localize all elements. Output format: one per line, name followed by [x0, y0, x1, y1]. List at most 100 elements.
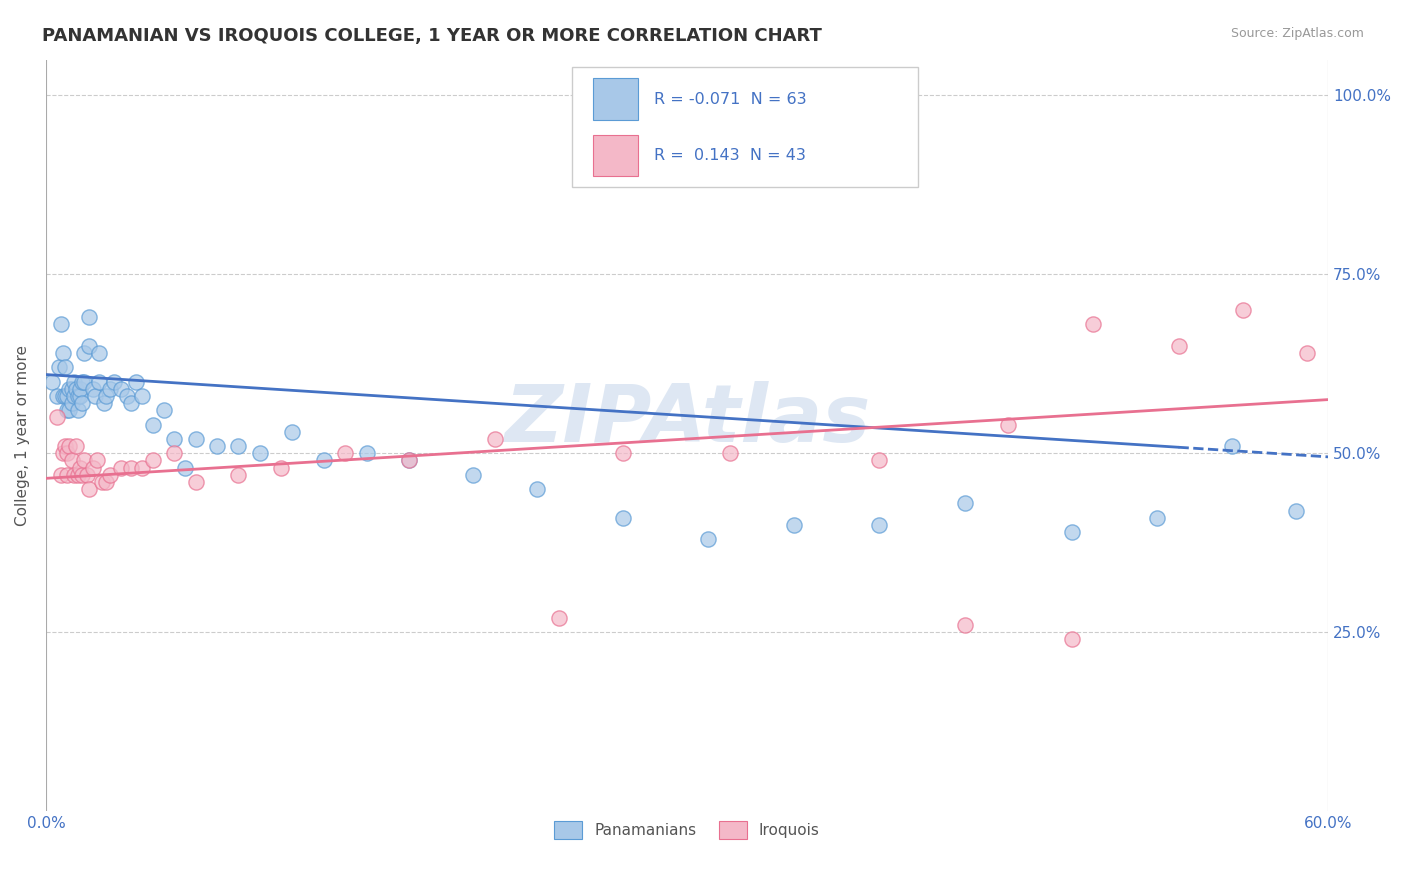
Point — [1220, 439, 1243, 453]
Point — [77, 310, 100, 325]
Point — [49, 467, 72, 482]
Point — [226, 467, 249, 482]
Point — [1285, 503, 1308, 517]
Point — [65, 439, 87, 453]
FancyBboxPatch shape — [593, 78, 638, 120]
Point — [484, 432, 506, 446]
Point — [142, 453, 165, 467]
Point — [526, 482, 548, 496]
Point — [131, 389, 153, 403]
Point — [398, 453, 420, 467]
Point — [1167, 339, 1189, 353]
Point — [131, 460, 153, 475]
Point — [94, 389, 117, 403]
Text: Source: ZipAtlas.com: Source: ZipAtlas.com — [1230, 27, 1364, 40]
Point — [82, 382, 104, 396]
Point — [62, 467, 84, 482]
Point — [62, 389, 84, 403]
Point — [110, 382, 132, 396]
Point — [184, 475, 207, 489]
Point — [53, 360, 76, 375]
Point — [953, 496, 976, 510]
Point — [77, 339, 100, 353]
Point — [41, 375, 63, 389]
Point — [173, 460, 195, 475]
FancyBboxPatch shape — [593, 135, 638, 176]
Point — [73, 375, 96, 389]
Text: PANAMANIAN VS IROQUOIS COLLEGE, 1 YEAR OR MORE CORRELATION CHART: PANAMANIAN VS IROQUOIS COLLEGE, 1 YEAR O… — [42, 27, 823, 45]
Legend: Panamanians, Iroquois: Panamanians, Iroquois — [548, 815, 825, 845]
Point — [89, 375, 111, 389]
Point — [120, 460, 142, 475]
Point — [82, 460, 104, 475]
Point — [697, 532, 720, 546]
Text: ZIPAtlas: ZIPAtlas — [503, 382, 870, 459]
Point — [53, 389, 76, 403]
Point — [98, 382, 121, 396]
Point — [56, 446, 79, 460]
Point — [356, 446, 378, 460]
Point — [56, 403, 79, 417]
Point — [125, 375, 148, 389]
Point — [72, 375, 94, 389]
Point — [69, 389, 91, 403]
Point — [76, 467, 98, 482]
Point — [312, 453, 335, 467]
Point — [612, 446, 634, 460]
Point — [56, 467, 79, 482]
Point — [60, 382, 83, 396]
Point — [69, 382, 91, 396]
Point — [612, 510, 634, 524]
Point — [868, 453, 890, 467]
Point — [58, 403, 80, 417]
Point — [69, 460, 91, 475]
Point — [73, 453, 96, 467]
Point — [45, 410, 67, 425]
Point — [72, 396, 94, 410]
Point — [1232, 303, 1254, 318]
Point — [205, 439, 228, 453]
Point — [226, 439, 249, 453]
Point — [52, 446, 75, 460]
Point — [52, 346, 75, 360]
Text: R =  0.143  N = 43: R = 0.143 N = 43 — [654, 148, 806, 163]
Point — [280, 425, 302, 439]
Point — [84, 389, 107, 403]
Point — [1060, 524, 1083, 539]
Point — [868, 517, 890, 532]
Point — [1146, 510, 1168, 524]
Point — [398, 453, 420, 467]
Point — [270, 460, 292, 475]
Point — [58, 382, 80, 396]
Point — [52, 389, 75, 403]
Y-axis label: College, 1 year or more: College, 1 year or more — [15, 345, 30, 526]
Point — [953, 618, 976, 632]
Point — [997, 417, 1019, 432]
Point — [142, 417, 165, 432]
Point — [163, 446, 186, 460]
Point — [333, 446, 356, 460]
Point — [110, 460, 132, 475]
Point — [73, 346, 96, 360]
Point — [65, 382, 87, 396]
Point — [72, 467, 94, 482]
Point — [120, 396, 142, 410]
Point — [115, 389, 138, 403]
Point — [62, 375, 84, 389]
Point — [152, 403, 174, 417]
Text: R = -0.071  N = 63: R = -0.071 N = 63 — [654, 92, 807, 106]
Point — [89, 346, 111, 360]
Point — [48, 360, 70, 375]
Point — [783, 517, 806, 532]
Point — [53, 439, 76, 453]
Point — [45, 389, 67, 403]
Point — [94, 475, 117, 489]
Point — [66, 389, 89, 403]
Point — [103, 375, 125, 389]
Point — [1060, 632, 1083, 647]
Point — [56, 389, 79, 403]
Point — [1295, 346, 1317, 360]
Point — [98, 467, 121, 482]
Point — [49, 318, 72, 332]
Point — [58, 439, 80, 453]
